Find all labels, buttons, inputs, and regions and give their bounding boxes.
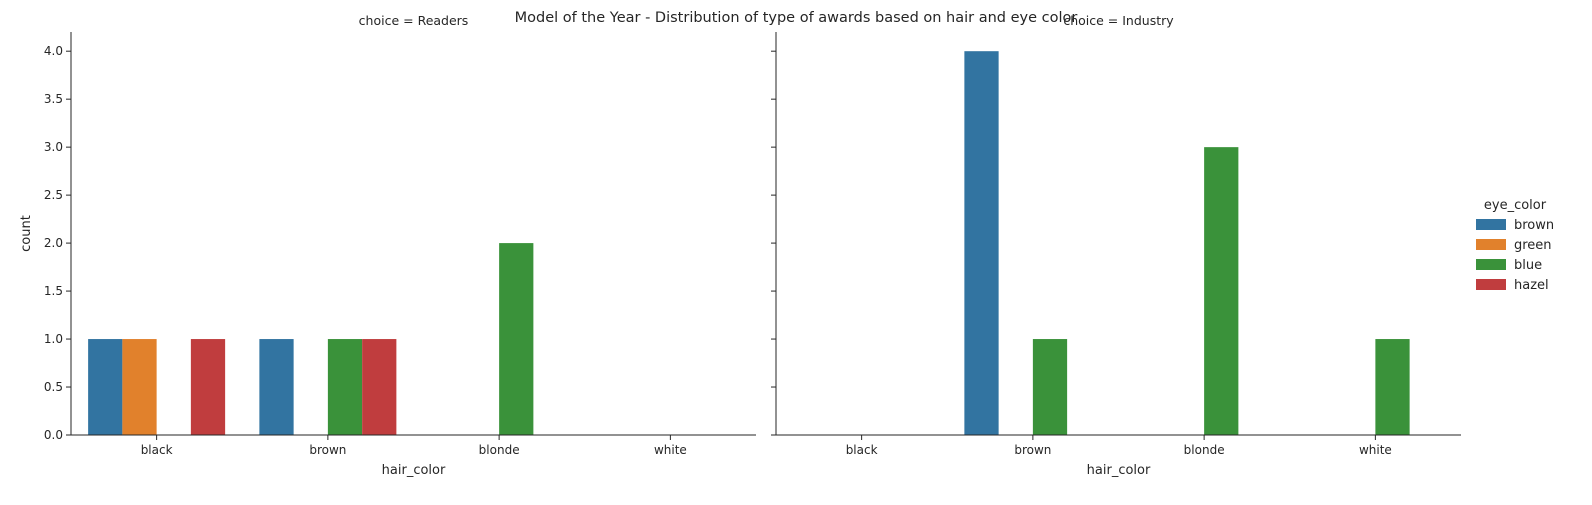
bar-brown-blue	[1032, 339, 1068, 435]
y-tick-label: 0.0	[44, 428, 63, 442]
bar-black-hazel	[190, 339, 226, 435]
legend-swatch-hazel	[1476, 279, 1506, 290]
bar-blonde-blue	[499, 243, 534, 435]
legend-swatch-brown	[1476, 219, 1506, 230]
x-tick-label: brown	[1014, 443, 1051, 457]
y-tick-label: 3.0	[44, 140, 63, 154]
legend-swatch-green	[1476, 239, 1506, 250]
x-tick-label: brown	[309, 443, 346, 457]
facet-panel-industry: choice = Industry black brown blonde white ha…	[771, 13, 1461, 478]
bar-brown-brown	[964, 51, 999, 435]
x-tick-label: blonde	[479, 443, 520, 457]
y-tick-label: 3.5	[44, 92, 63, 106]
x-tick-label: white	[654, 443, 687, 457]
facet-panel-readers: choice = Readers black brown blonde white 0.0…	[19, 13, 756, 478]
bar-black-brown	[88, 339, 123, 435]
legend-label-hazel: hazel	[1514, 278, 1549, 293]
y-tick-label: 0.5	[44, 380, 63, 394]
x-tick-label: black	[141, 443, 173, 457]
x-axis-title: hair_color	[1087, 463, 1151, 478]
bar-brown-blue	[327, 339, 363, 435]
y-tick-label: 1.0	[44, 332, 63, 346]
bar-brown-hazel	[362, 339, 397, 435]
legend-label-brown: brown	[1514, 218, 1554, 233]
y-tick-label: 1.5	[44, 284, 63, 298]
bar-blonde-blue	[1204, 147, 1239, 435]
x-tick-label: black	[846, 443, 878, 457]
y-tick-label: 2.5	[44, 188, 63, 202]
legend-label-green: green	[1514, 238, 1552, 253]
y-axis-title: count	[19, 215, 34, 252]
legend-title: eye_color	[1484, 198, 1547, 213]
facet-title: choice = Readers	[359, 13, 469, 28]
y-tick-label: 2.0	[44, 236, 63, 250]
legend-label-blue: blue	[1514, 258, 1542, 273]
facet-title: choice = Industry	[1063, 13, 1174, 28]
bar-white-blue	[1375, 339, 1410, 435]
legend-swatch-blue	[1476, 259, 1506, 270]
chart-title: Model of the Year - Distribution of type…	[515, 10, 1078, 26]
x-tick-label: blonde	[1184, 443, 1225, 457]
y-tick-label: 4.0	[44, 44, 63, 58]
bar-black-green	[122, 339, 157, 435]
x-axis-title: hair_color	[382, 463, 446, 478]
x-tick-label: white	[1359, 443, 1392, 457]
bar-brown-brown	[259, 339, 294, 435]
